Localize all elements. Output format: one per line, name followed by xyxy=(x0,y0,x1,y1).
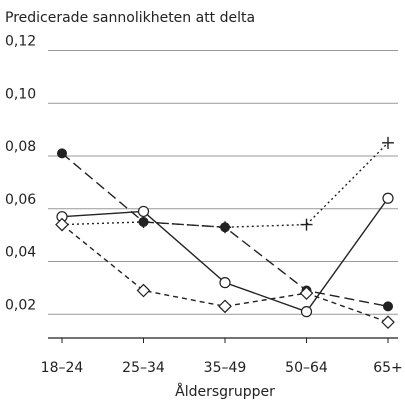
marker xyxy=(55,217,69,232)
marker xyxy=(137,205,150,218)
marker xyxy=(383,301,393,312)
y-tick-label: 0,04 xyxy=(5,245,36,261)
y-tick-label: 0,12 xyxy=(5,34,36,50)
marker xyxy=(299,286,314,301)
marker xyxy=(57,148,67,159)
series-line xyxy=(61,142,389,228)
x-tick-label: 35–49 xyxy=(204,360,247,376)
marker xyxy=(219,277,231,289)
marker xyxy=(219,221,231,234)
y-tick-label: 0,02 xyxy=(5,297,36,313)
y-tick-label: 0,08 xyxy=(5,139,36,155)
marker xyxy=(137,215,150,228)
x-tick-label: 18–24 xyxy=(41,360,84,376)
marker xyxy=(218,299,232,314)
chart-title: Predicerade sannolikheten att delta xyxy=(5,10,255,26)
x-tick-label: 65+ xyxy=(373,360,403,376)
marker xyxy=(382,136,394,149)
x-axis-label: Åldersgrupper xyxy=(175,383,275,400)
y-tick-label: 0,10 xyxy=(5,86,36,102)
marker xyxy=(136,283,151,298)
x-tick-label: 25–34 xyxy=(122,360,165,376)
series-line xyxy=(61,224,389,323)
marker xyxy=(382,192,394,204)
y-tick-label: 0,06 xyxy=(5,192,36,208)
marker xyxy=(300,218,313,231)
marker xyxy=(300,306,313,318)
marker xyxy=(381,315,395,330)
series-line xyxy=(61,197,389,313)
x-tick-label: 50–64 xyxy=(285,360,328,376)
